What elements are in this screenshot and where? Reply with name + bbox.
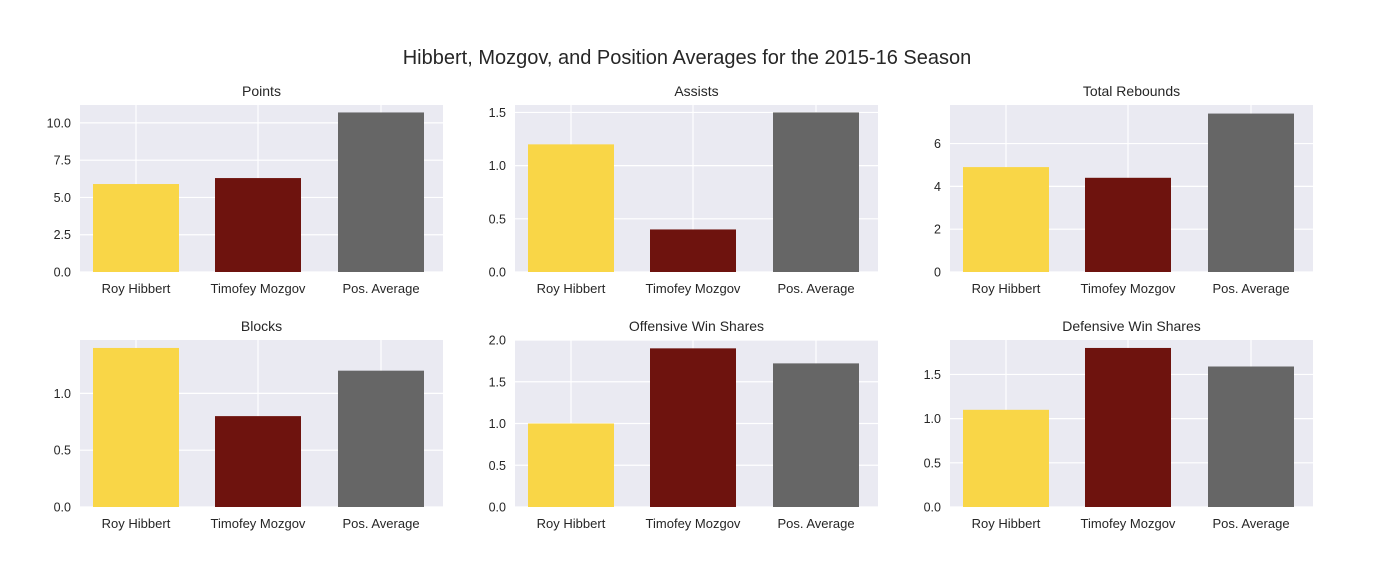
bar [773, 112, 859, 272]
bar [93, 184, 179, 272]
x-tick-label: Roy Hibbert [537, 281, 606, 296]
y-tick-label: 6 [934, 137, 941, 151]
bar [773, 363, 859, 507]
bar [528, 423, 614, 507]
x-tick-label: Roy Hibbert [972, 281, 1041, 296]
x-tick-label: Timofey Mozgov [1081, 281, 1176, 296]
y-tick-label: 1.5 [489, 106, 506, 120]
y-tick-label: 0.5 [489, 212, 506, 226]
subplot-title: Blocks [241, 318, 282, 334]
subplot-5: 0.0 0.5 1.0 1.5 Roy Hibbert Timofey Mozgov Pos… [924, 318, 1313, 531]
y-tick-label: 0.0 [489, 501, 506, 515]
subplot-1: 0.0 0.5 1.0 1.5 Roy Hibbert Timofey Mozgov Pos… [489, 83, 878, 296]
y-tick-label: 5.0 [54, 191, 71, 205]
bar [338, 112, 424, 273]
x-tick-label: Roy Hibbert [972, 516, 1041, 531]
y-tick-label: 0.0 [489, 266, 506, 280]
bar [963, 167, 1049, 272]
bar [215, 178, 301, 272]
y-tick-label: 0.5 [489, 459, 506, 473]
y-tick-label: 7.5 [54, 154, 71, 168]
x-tick-label: Roy Hibbert [102, 516, 171, 531]
y-tick-label: 0.0 [54, 266, 71, 280]
x-tick-label: Pos. Average [1212, 281, 1289, 296]
y-tick-label: 2.0 [489, 334, 506, 348]
x-tick-label: Roy Hibbert [537, 516, 606, 531]
y-tick-label: 2.5 [54, 228, 71, 242]
bar [963, 409, 1049, 507]
subplot-2: 0 2 4 6 Roy Hibbert Timofey Mozgov Pos. Averag… [934, 83, 1313, 296]
bar [1085, 347, 1171, 507]
x-tick-label: Timofey Mozgov [211, 281, 306, 296]
bar [1085, 177, 1171, 272]
x-tick-label: Pos. Average [342, 281, 419, 296]
x-tick-label: Pos. Average [1212, 516, 1289, 531]
subplot-title: Offensive Win Shares [629, 318, 764, 334]
y-tick-label: 4 [934, 180, 941, 194]
bar [528, 144, 614, 272]
y-tick-label: 1.0 [924, 412, 941, 426]
x-tick-label: Timofey Mozgov [646, 516, 741, 531]
bar [338, 370, 424, 507]
subplot-title: Defensive Win Shares [1062, 318, 1201, 334]
y-tick-label: 0.0 [54, 501, 71, 515]
bar [215, 416, 301, 507]
x-tick-label: Timofey Mozgov [1081, 516, 1176, 531]
y-tick-label: 0 [934, 266, 941, 280]
y-tick-label: 0.0 [924, 501, 941, 515]
y-tick-label: 1.5 [924, 368, 941, 382]
y-tick-label: 1.5 [489, 375, 506, 389]
x-tick-label: Pos. Average [342, 516, 419, 531]
y-tick-label: 2 [934, 223, 941, 237]
subplot-4: 0.0 0.5 1.0 1.5 2.0 Roy Hibbert Timofey Mozgov… [489, 318, 878, 531]
x-tick-label: Timofey Mozgov [646, 281, 741, 296]
figure-title: Hibbert, Mozgov, and Position Averages f… [402, 47, 972, 69]
subplot-title: Total Rebounds [1083, 83, 1180, 99]
x-tick-label: Timofey Mozgov [211, 516, 306, 531]
y-tick-label: 0.5 [54, 444, 71, 458]
bar [93, 347, 179, 507]
x-tick-label: Pos. Average [777, 281, 854, 296]
x-tick-label: Roy Hibbert [102, 281, 171, 296]
subplot-title: Assists [674, 83, 718, 99]
subplot-0: 0.0 2.5 5.0 7.5 10.0 Roy Hibbert Timofey Mozgo… [47, 83, 443, 296]
subplot-3: 0.0 0.5 1.0 Roy Hibbert Timofey Mozgov Pos. A… [54, 318, 443, 531]
subplot-title: Points [242, 83, 281, 99]
bar [1208, 366, 1294, 507]
bar [650, 348, 736, 507]
y-tick-label: 1.0 [489, 159, 506, 173]
bar [650, 229, 736, 272]
y-tick-label: 10.0 [47, 116, 71, 130]
x-tick-label: Pos. Average [777, 516, 854, 531]
y-tick-label: 0.5 [924, 456, 941, 470]
y-tick-label: 1.0 [489, 417, 506, 431]
bar [1208, 113, 1294, 272]
y-tick-label: 1.0 [54, 387, 71, 401]
